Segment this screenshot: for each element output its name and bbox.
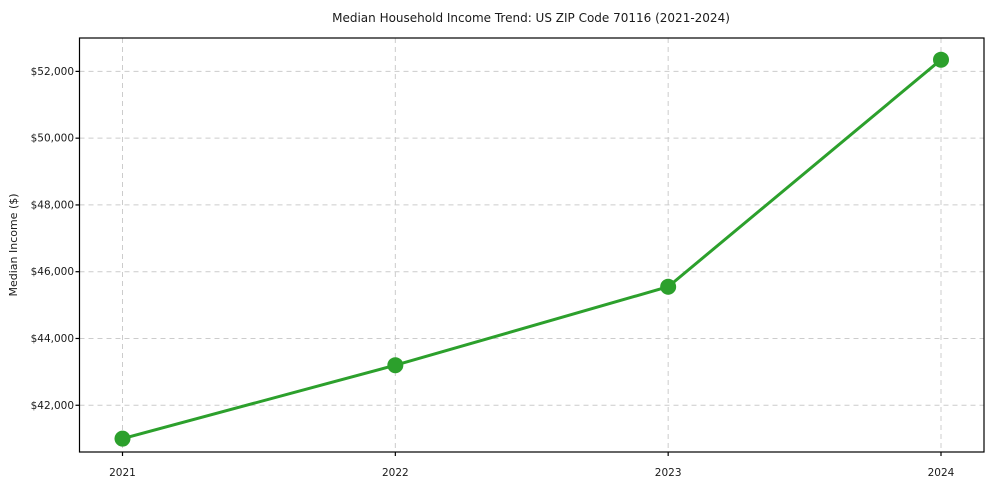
data-point	[114, 430, 131, 447]
data-point	[387, 357, 404, 374]
plot-border	[78, 37, 985, 453]
x-tick-label: 2023	[655, 467, 682, 479]
y-tick-label: $42,000	[31, 400, 74, 412]
data-point	[660, 278, 677, 295]
y-tick-label: $52,000	[31, 66, 74, 78]
y-axis-label: Median Income ($)	[7, 193, 20, 296]
x-tick-label: 2022	[382, 467, 409, 479]
y-tick-label: $46,000	[31, 266, 74, 278]
y-tick-label: $44,000	[31, 333, 74, 345]
data-point	[933, 51, 949, 68]
x-tick-label: 2021	[109, 467, 136, 479]
data-line	[121, 58, 943, 441]
y-tick-label: $50,000	[31, 133, 74, 145]
chart-title: Median Household Income Trend: US ZIP Co…	[332, 11, 730, 25]
x-tick-label: 2024	[928, 467, 955, 479]
y-tick-label: $48,000	[31, 199, 74, 211]
